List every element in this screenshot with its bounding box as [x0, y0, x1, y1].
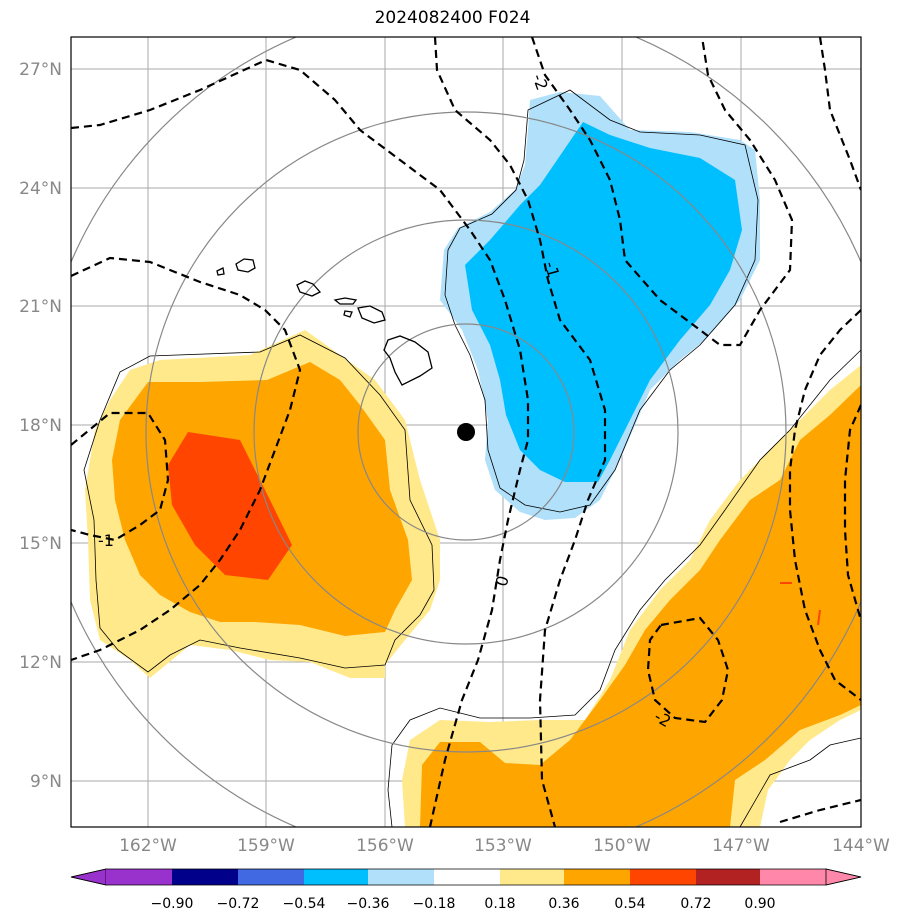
range-rings: [71, 37, 861, 827]
colorbar: −0.90 −0.72 −0.54 −0.36 −0.18 0.18 0.36 …: [70, 868, 862, 912]
lat-tick-label: 15°N: [19, 534, 62, 554]
colorbar-segment: [434, 869, 500, 885]
colorbar-tick-label: 0.90: [744, 896, 775, 912]
contour-label: -2: [529, 71, 552, 92]
lon-tick-label: 156°W: [356, 836, 414, 856]
colorbar-extend-low: [70, 868, 107, 886]
dashed-contours: [71, 37, 861, 827]
island-coastlines: [216, 258, 433, 386]
colorbar-tick-label: 0.18: [484, 896, 515, 912]
contour-label: -1: [98, 531, 114, 550]
colorbar-segment: [304, 869, 368, 885]
positive-anomaly-southeast: [387, 349, 861, 827]
colorbar-segment: [368, 869, 434, 885]
colorbar-tick-label: 0.54: [614, 896, 645, 912]
colorbar-segment: [630, 869, 696, 885]
lat-tick-label: 9°N: [30, 772, 62, 792]
lon-tick-label: 147°W: [712, 836, 770, 856]
colorbar-segment: [500, 869, 564, 885]
map-title: 2024082400 F024: [374, 8, 531, 28]
colorbar-tick-label: −0.90: [151, 896, 194, 912]
latitude-labels: 27°N 24°N 21°N 18°N 15°N 12°N 9°N: [19, 60, 62, 792]
map-frame: [70, 36, 862, 828]
negative-anomaly-region: [440, 89, 760, 520]
colorbar-tick-label: 0.36: [548, 896, 579, 912]
lat-tick-label: 21°N: [19, 297, 62, 317]
colorbar-tick-label: −0.36: [347, 896, 390, 912]
contour-label: -1: [541, 259, 563, 279]
lon-tick-label: 144°W: [832, 836, 890, 856]
lon-tick-label: 162°W: [119, 836, 177, 856]
lat-tick-label: 24°N: [19, 179, 62, 199]
colorbar-extend-high: [825, 868, 862, 886]
lon-tick-label: 153°W: [474, 836, 532, 856]
lon-tick-label: 159°W: [237, 836, 295, 856]
colorbar-tick-label: −0.72: [217, 896, 260, 912]
colorbar-segment: [696, 869, 760, 885]
colorbar-segment: [238, 869, 304, 885]
colorbar-segment: [760, 869, 826, 885]
lat-tick-label: 27°N: [19, 60, 62, 80]
lat-tick-label: 18°N: [19, 416, 62, 436]
contour-label: 0: [492, 574, 513, 589]
lon-tick-label: 150°W: [593, 836, 651, 856]
colorbar-tick-label: 0.72: [680, 896, 711, 912]
lat-tick-label: 12°N: [19, 653, 62, 673]
positive-anomaly-west: [83, 330, 440, 678]
colorbar-tick-label: −0.54: [283, 896, 326, 912]
colorbar-segment: [106, 869, 172, 885]
storm-center-marker: [457, 423, 475, 441]
colorbar-segment: [564, 869, 630, 885]
colorbar-tick-label: −0.18: [413, 896, 456, 912]
longitude-labels: 162°W 159°W 156°W 153°W 150°W 147°W 144°…: [119, 836, 890, 856]
colorbar-segment: [172, 869, 238, 885]
